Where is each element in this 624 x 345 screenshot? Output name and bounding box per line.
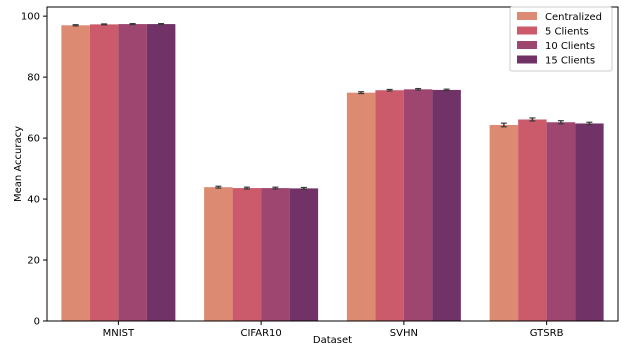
bar	[118, 24, 147, 322]
legend: Centralized 5 Clients 10 Clients 15 Clients	[509, 6, 613, 72]
x-axis-label: Dataset	[313, 335, 352, 345]
bar	[146, 24, 176, 322]
bar	[261, 188, 290, 321]
bar	[518, 119, 547, 321]
x-tick-label: SVHN	[390, 328, 418, 339]
legend-entry-label: 5 Clients	[545, 27, 589, 38]
legend-entry-label: 15 Clients	[545, 56, 595, 67]
y-tick-label: 80	[27, 73, 40, 84]
legend-entry-label: 10 Clients	[545, 41, 595, 52]
bar	[89, 24, 119, 321]
bar	[546, 122, 576, 321]
bar	[575, 123, 604, 321]
bar	[403, 89, 433, 322]
bar	[432, 89, 461, 322]
legend-swatch	[517, 41, 537, 49]
y-tick-label: 100	[21, 12, 40, 23]
bar	[61, 25, 90, 322]
bar	[346, 92, 376, 321]
x-tick-label: GTSRB	[530, 328, 564, 339]
plot-frame	[46, 6, 619, 322]
legend-swatch	[517, 12, 537, 20]
legend-swatch	[517, 55, 537, 64]
legend-entry-label: Centralized	[545, 12, 602, 23]
bars-group	[61, 24, 604, 322]
bar	[232, 188, 262, 321]
legend-swatch	[517, 26, 537, 35]
error-bars-group	[72, 23, 593, 190]
y-axis-label: Mean Accuracy	[13, 126, 24, 202]
y-tick-label: 40	[27, 195, 40, 206]
y-tick-label: 60	[27, 134, 40, 145]
x-tick-label: CIFAR10	[240, 328, 281, 339]
x-tick-label: MNIST	[103, 328, 135, 339]
bar	[289, 188, 319, 321]
bar	[489, 124, 519, 321]
bar	[204, 187, 233, 321]
y-tick-label: 20	[27, 256, 40, 267]
legend-box	[509, 6, 613, 72]
y-axis: 0 20 40 60 80 100	[21, 12, 47, 328]
x-axis: MNIST CIFAR10 SVHN GTSRB	[103, 321, 564, 339]
y-tick-label: 0	[34, 317, 40, 328]
bar	[375, 90, 404, 321]
